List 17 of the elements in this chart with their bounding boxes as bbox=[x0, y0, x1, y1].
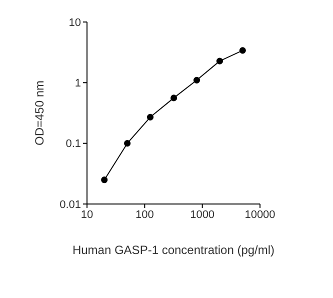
x-tick-label: 100 bbox=[135, 208, 154, 221]
point bbox=[170, 94, 178, 102]
y-axis-title: OD=450 nm bbox=[32, 80, 46, 146]
y-tick-label: 10 bbox=[68, 16, 81, 29]
x-tick-label: 1000 bbox=[190, 208, 215, 221]
point bbox=[239, 47, 246, 54]
point bbox=[146, 114, 154, 120]
x-tick-label: 10 bbox=[80, 208, 94, 221]
point bbox=[124, 140, 131, 147]
x-tick-label: 10000 bbox=[244, 208, 276, 221]
y-tick-label: 0.1 bbox=[66, 138, 81, 150]
point bbox=[101, 176, 108, 184]
y-tick-label: 0.01 bbox=[60, 198, 81, 211]
point bbox=[216, 58, 223, 64]
x-axis-title: Human GASP-1 concentration (pg/ml) bbox=[72, 243, 275, 257]
y-tick-label: 1 bbox=[74, 78, 81, 90]
point bbox=[193, 76, 200, 84]
